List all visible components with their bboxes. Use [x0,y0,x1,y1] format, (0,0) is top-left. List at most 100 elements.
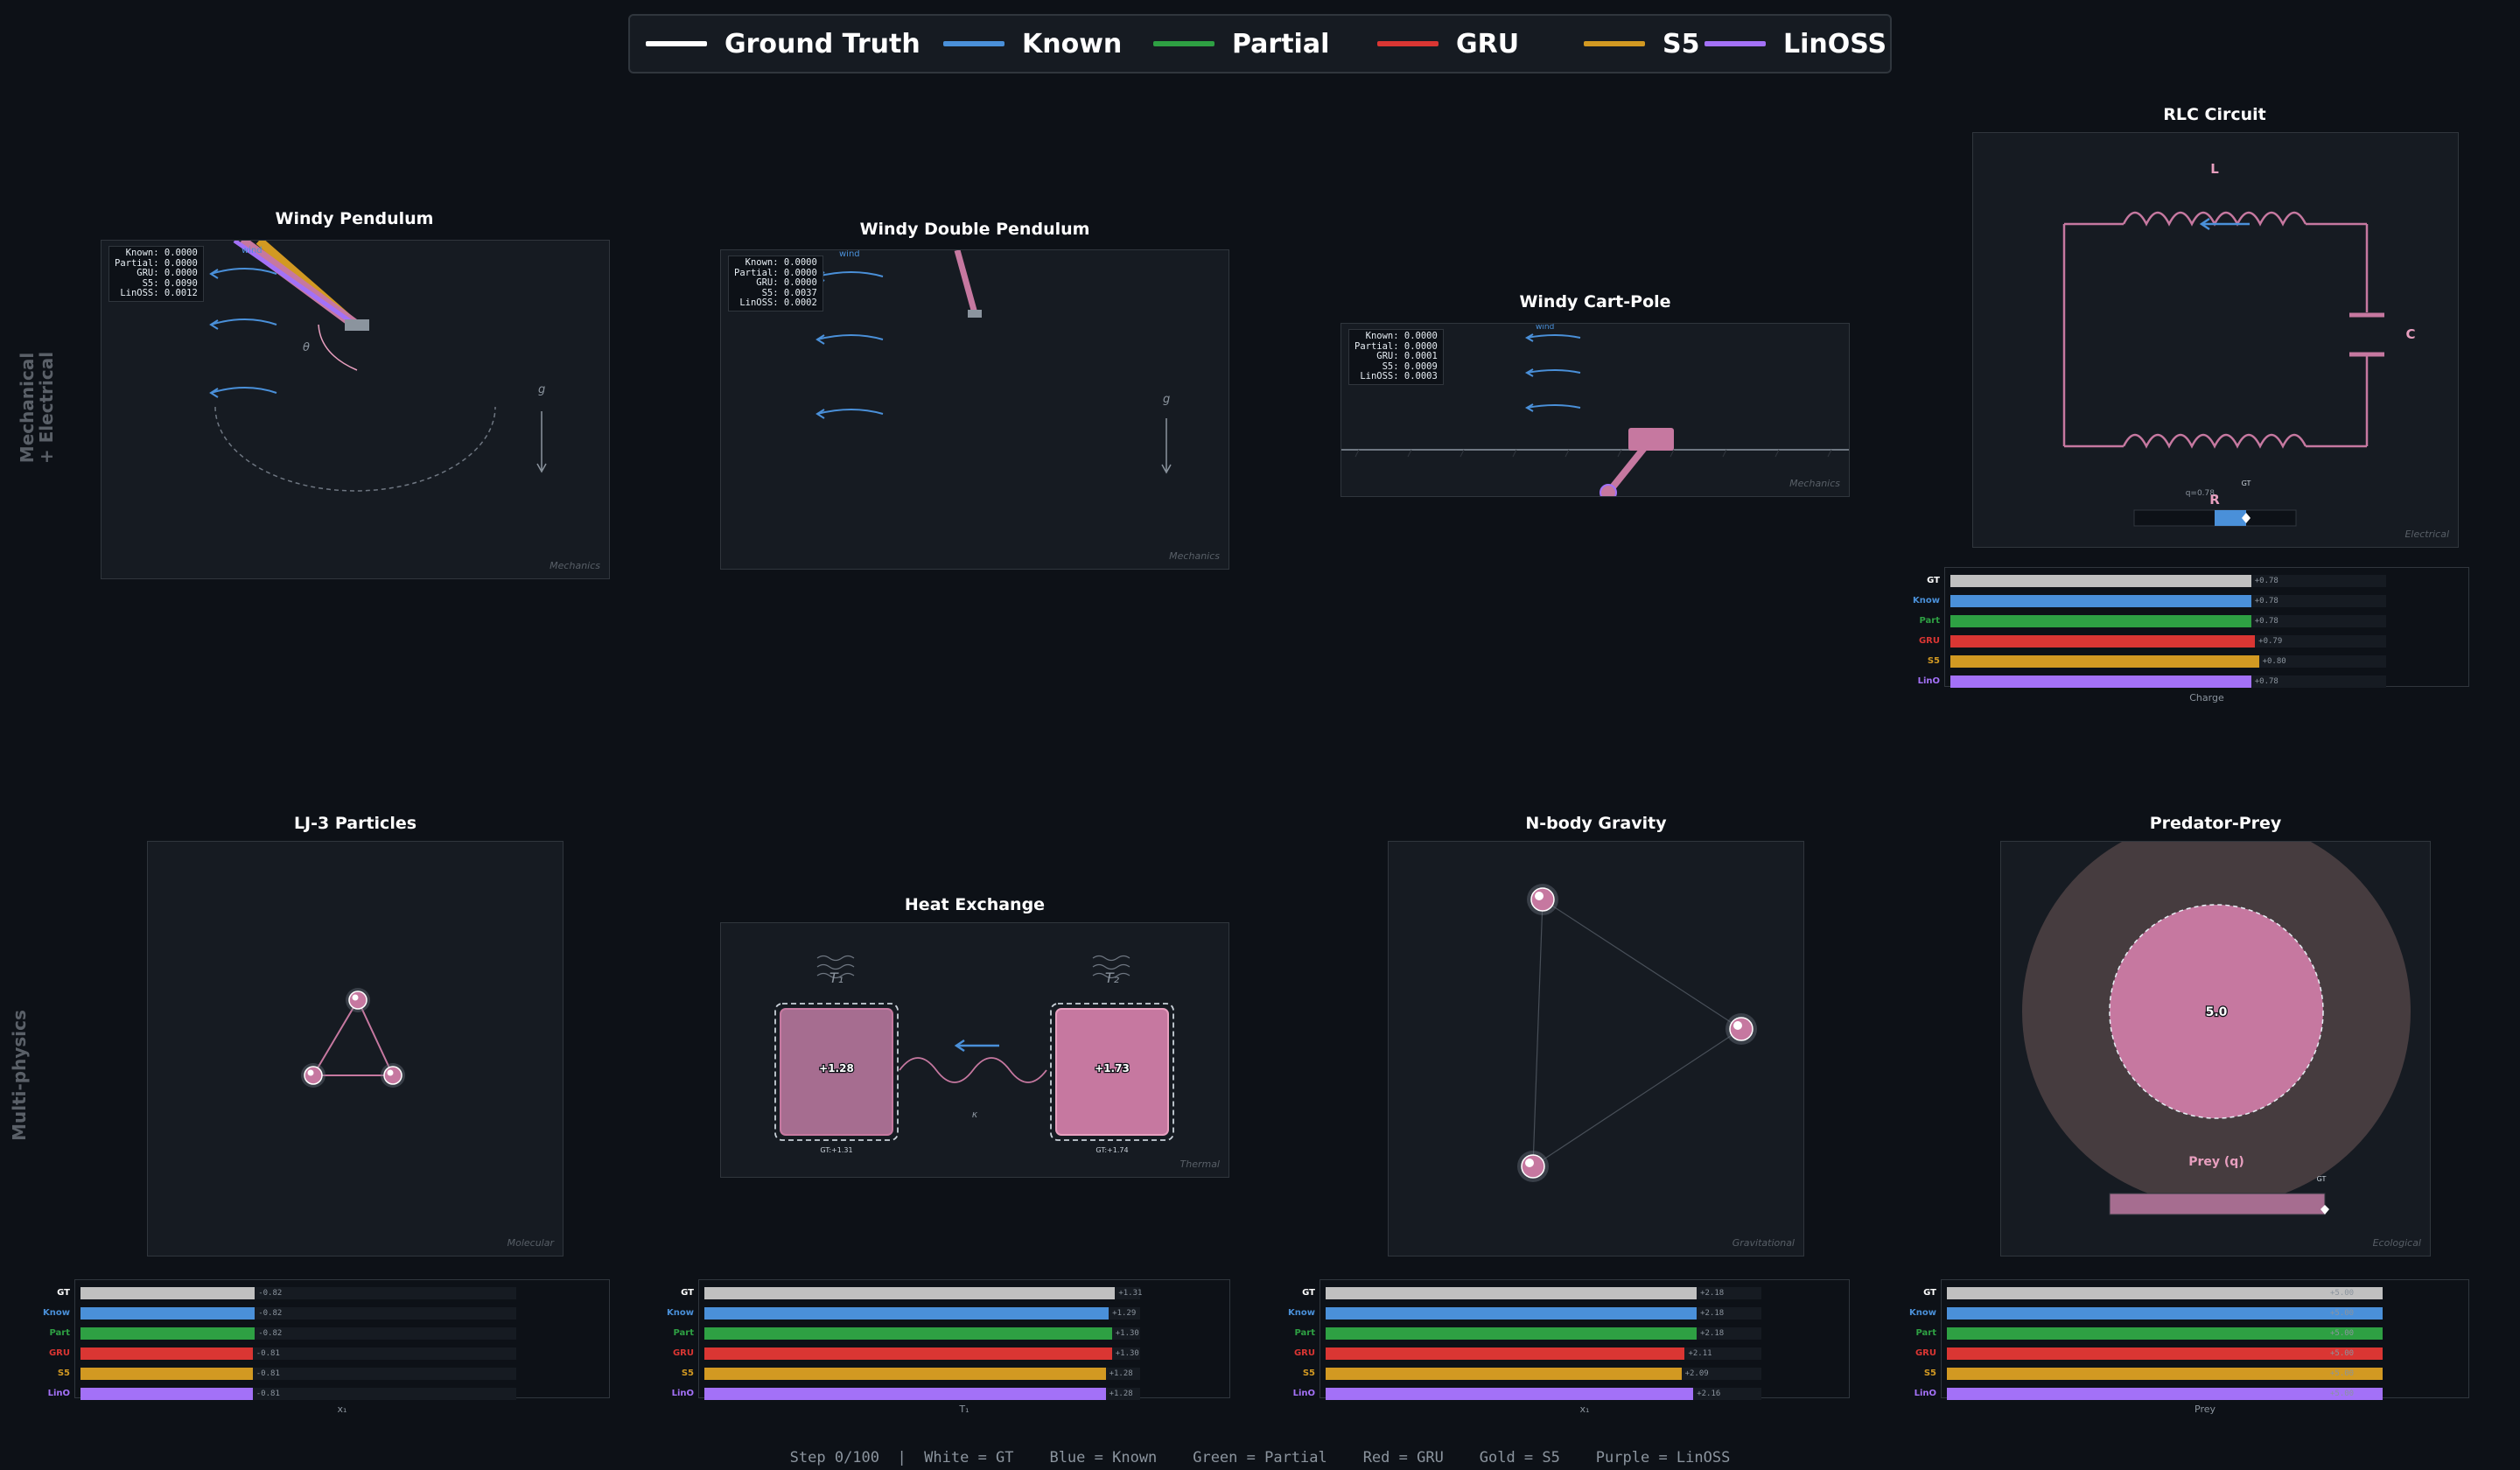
bar-value-label: +2.16 [1697,1390,1721,1398]
domain-tag: Molecular [507,1237,554,1249]
legend-item-known: Known [943,16,1122,72]
bar-value-label: +2.09 [1684,1369,1709,1378]
bar-track [80,1348,516,1360]
bar-row-gru: GRU +1.30 [673,1348,1229,1360]
bar-track [1947,1327,2383,1340]
rlc-prediction-bars: GT +0.78 Know +0.78 Part +0.78 GRU +0.79 S5 +0.80… [1913,567,2469,704]
predprey-panel: 5.0 Prey (q) GT Ecological [2000,841,2431,1256]
bar-value-label: -0.82 [258,1289,283,1298]
bar-track [1326,1368,1761,1380]
bar-track [1950,615,2386,627]
bar-row-lino: LinO +0.78 [1918,676,2468,688]
nbody-prediction-bars: GT +2.18 Know +2.18 Part +2.18 GRU +2.11 S5 +2.09… [1288,1279,1850,1415]
bar-row-know: Know +5.00 [1909,1307,2468,1320]
metrics-box: Known: 0.0000 Partial: 0.0000 GRU: 0.0000… [108,246,204,302]
panel-title: Heat Exchange [904,895,1046,914]
bar-label: Part [673,1328,694,1338]
bar-fill [80,1287,256,1299]
bar-fill [1326,1327,1698,1340]
legend-label: Partial [1232,28,1330,60]
gt-marker [2320,1205,2329,1214]
bar-fill [80,1368,253,1380]
bar-fill [1947,1388,2383,1400]
metrics-box: Known: 0.0000 Partial: 0.0000 GRU: 0.0001… [1348,329,1444,385]
bar-value-label: +5.00 [2330,1289,2355,1298]
pendulum-panel: θ g wind Known: 0.0000 Partial: 0.0000 GR… [101,240,610,579]
panel-title: Windy Double Pendulum [859,220,1090,239]
t2-gt: GT:+1.74 [1096,1146,1128,1154]
bar-track [704,1388,1140,1400]
bar-fill [1326,1368,1682,1380]
bar-value-label: -0.81 [256,1390,280,1398]
bar-label: Part [1294,1328,1315,1338]
nbody-panel: Gravitational [1388,841,1804,1256]
prey-label: Prey (q) [2188,1155,2244,1169]
bar-fill [1950,676,2251,688]
bar-axis-label: x₁ [1579,1404,1590,1415]
prey-value: 5.0 [2206,1005,2228,1019]
bar-label: Know [1909,1308,1936,1318]
bar-fill [1950,595,2251,607]
cart-pole [1605,437,1655,495]
domain-tag: Mechanics [1789,478,1840,489]
bar-fill [704,1287,1116,1299]
bar-value-label: -0.81 [256,1369,280,1378]
bar-axis-label: Prey [2194,1404,2216,1415]
heat-panel: T₁ T₂ +1.28 +1.73 κ GT:+1.31 GT:+1.74 Th… [720,922,1229,1178]
t2-block [1055,1008,1169,1136]
double-pendulum-panel: g wind Known: 0.0000 Partial: 0.0000 GRU:… [720,249,1229,570]
bar-fill [1326,1307,1698,1320]
bar-row-gru: GRU +0.79 [1919,635,2468,648]
gt-marker [2242,513,2250,523]
t2-value: +1.73 [1095,1062,1130,1074]
wind-label: wind [839,250,860,259]
bar-row-part: Part -0.82 [49,1327,609,1340]
bar-track [1947,1368,2383,1380]
theta-label: θ [303,341,310,354]
bar-value-label: +2.18 [1700,1309,1725,1318]
bar-fill [1950,615,2251,627]
legend-label: GRU [1456,28,1520,60]
panel-title: Windy Cart-Pole [1519,292,1671,312]
bar-track [1950,595,2386,607]
bar-fill [1950,655,2259,668]
bar-fill [1326,1388,1694,1400]
bar-row-gt: GT +2.18 [1302,1287,1849,1299]
bar-fill [704,1307,1110,1320]
theta-arc [318,324,358,371]
bar-label: S5 [1923,1368,1936,1378]
particles [301,988,405,1088]
legend: Ground Truth Known Partial GRU S5 LinOSS [628,14,1892,74]
bar-value-label: +0.78 [2254,617,2278,626]
bar-value-label: +5.00 [2330,1390,2355,1398]
bar-value-label: -0.82 [258,1329,283,1338]
t1-value: +1.28 [819,1062,854,1074]
bar-row-gru: GRU +5.00 [1915,1348,2468,1360]
legend-item-gru: GRU [1377,16,1519,72]
bar-track [1950,655,2386,668]
bar-fill [1947,1348,2383,1360]
bar-row-know: Know +1.29 [667,1307,1229,1320]
cartpole-canvas: wind [1341,324,1849,496]
prey-gauge [2109,1193,2326,1215]
bar-row-gru: GRU -0.81 [49,1348,609,1360]
bar-label: GRU [1918,636,1940,646]
bar-value-label: +1.28 [1109,1390,1133,1398]
bar-row-know: Know +2.18 [1288,1307,1849,1320]
heat-waves [816,955,1130,979]
bar-label: S5 [681,1368,694,1378]
bar-value-label: +1.29 [1112,1309,1137,1318]
lj3-canvas [301,988,405,1088]
bar-row-know: Know -0.82 [43,1307,609,1320]
legend-swatch [646,41,707,46]
legend-swatch [1704,41,1766,46]
bar-track [1947,1287,2383,1299]
bar-fill [80,1388,253,1400]
bar-row-s5: S5 -0.81 [58,1368,609,1380]
t1-gt-outline [774,1003,899,1141]
bar-row-lino: LinO -0.81 [48,1388,609,1400]
bar-row-lino: LinO +1.28 [672,1388,1229,1400]
bar-row-part: Part +2.18 [1294,1327,1849,1340]
bar-fill [1947,1368,2383,1380]
bar-track [80,1368,516,1380]
